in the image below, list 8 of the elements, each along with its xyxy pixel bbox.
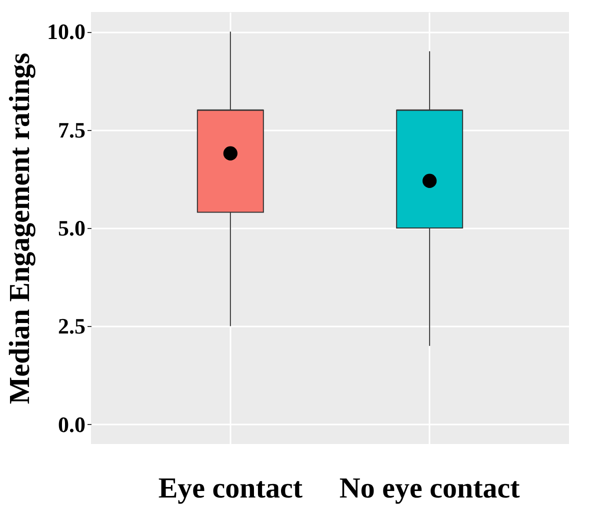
- x-tick-label: No eye contact: [339, 472, 520, 504]
- y-axis-title: Median Engagement ratings: [4, 52, 36, 404]
- y-tick-label: 5.0: [58, 216, 86, 240]
- y-tick-label: 10.0: [47, 19, 86, 44]
- y-tick-label: 2.5: [58, 314, 86, 339]
- x-tick-label: Eye contact: [158, 472, 303, 504]
- y-tick-label: 7.5: [58, 117, 86, 142]
- y-tick-label: 0.0: [58, 412, 86, 437]
